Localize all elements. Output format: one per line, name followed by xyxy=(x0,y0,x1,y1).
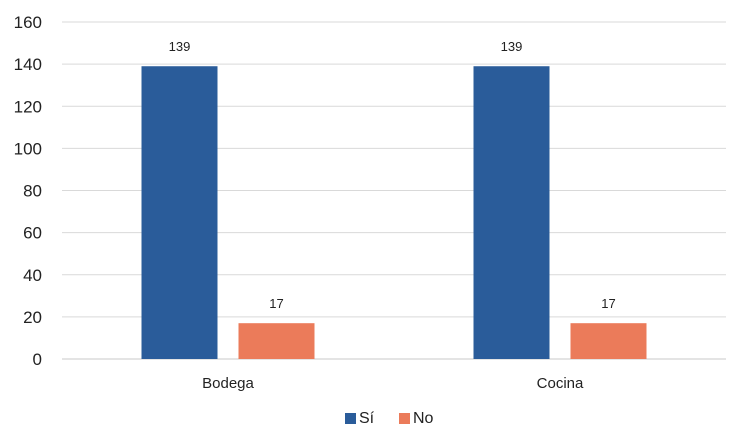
x-category-label-cocina: Cocina xyxy=(537,375,584,392)
y-tick-label-160: 160 xyxy=(14,13,42,32)
y-tick-label-60: 60 xyxy=(23,224,42,243)
data-label-cocina-no: 17 xyxy=(601,296,615,311)
legend: Sí No xyxy=(345,410,434,427)
x-category-label-bodega: Bodega xyxy=(202,375,254,392)
y-tick-label-0: 0 xyxy=(33,350,42,369)
bar-cocina-si xyxy=(473,66,550,359)
bars xyxy=(141,66,647,359)
legend-label-si: Sí xyxy=(359,410,375,427)
data-label-cocina-si: 139 xyxy=(501,39,523,54)
data-label-bodega-no: 17 xyxy=(269,296,283,311)
legend-swatch-si xyxy=(345,413,356,424)
data-label-bodega-si: 139 xyxy=(169,39,191,54)
bar-bodega-si xyxy=(141,66,218,359)
y-tick-label-140: 140 xyxy=(14,55,42,74)
y-tick-label-20: 20 xyxy=(23,308,42,327)
legend-label-no: No xyxy=(413,410,434,427)
y-tick-label-80: 80 xyxy=(23,182,42,201)
y-tick-label-100: 100 xyxy=(14,139,42,158)
bar-cocina-no xyxy=(570,323,647,359)
x-axis-categories: Bodega Cocina xyxy=(202,375,584,392)
legend-swatch-no xyxy=(399,413,410,424)
y-tick-label-40: 40 xyxy=(23,266,42,285)
bar-bodega-no xyxy=(238,323,315,359)
y-tick-label-120: 120 xyxy=(14,97,42,116)
data-labels: 139 17 139 17 xyxy=(169,39,616,311)
y-axis-ticks: 0 20 40 60 80 100 120 140 160 xyxy=(14,13,42,369)
